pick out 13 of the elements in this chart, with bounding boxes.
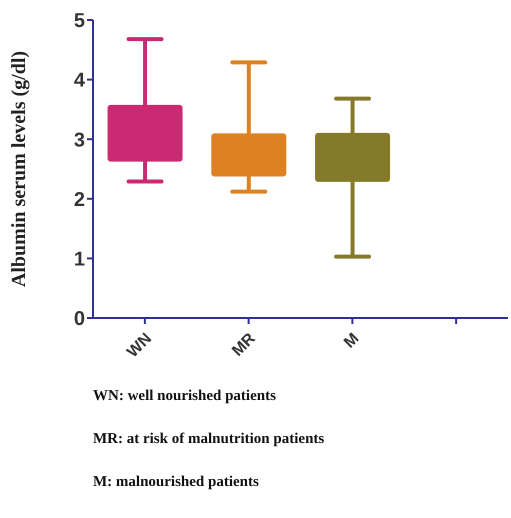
text: WN: well nourished patients bbox=[93, 388, 277, 405]
text: MR: at risk of malnutrition patients bbox=[93, 431, 326, 448]
y-tick-label: 1 bbox=[74, 248, 85, 270]
x-tick-label: WN bbox=[124, 330, 156, 362]
x-tick-label: MR bbox=[229, 330, 260, 360]
y-tick-label: 2 bbox=[74, 188, 85, 211]
x-tick-label: M bbox=[341, 330, 363, 352]
y-tick-label: 0 bbox=[74, 308, 85, 330]
y-tick-label: 3 bbox=[74, 129, 85, 152]
y-axis-title: Albumin serum levels (g/dl) bbox=[8, 50, 30, 288]
y-tick-label: 5 bbox=[74, 10, 85, 32]
text: M: malnourished patients bbox=[93, 474, 260, 491]
y-tick-label: 4 bbox=[74, 70, 86, 92]
